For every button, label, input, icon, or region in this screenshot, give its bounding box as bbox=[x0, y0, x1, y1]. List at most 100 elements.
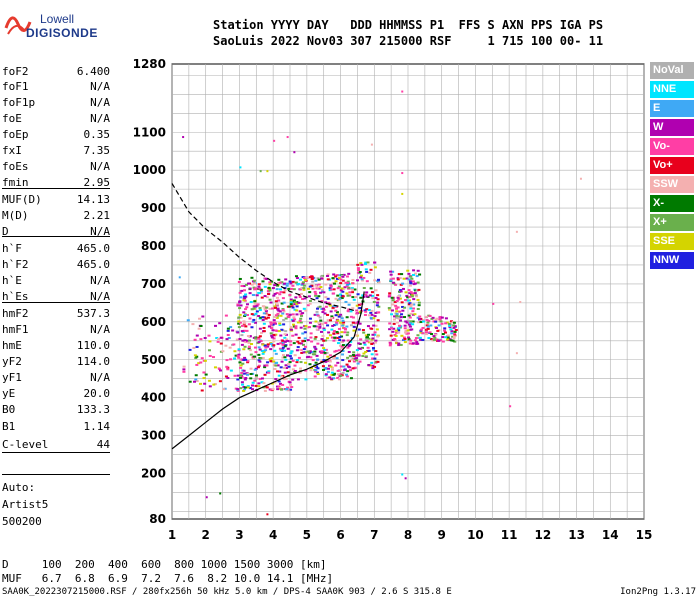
echo-point bbox=[236, 388, 240, 391]
echo-point bbox=[414, 337, 418, 340]
echo-point bbox=[253, 346, 257, 349]
echo-point bbox=[243, 313, 247, 316]
echo-point bbox=[238, 313, 242, 316]
echo-point bbox=[262, 351, 266, 354]
echo-point bbox=[289, 383, 293, 386]
echo-point bbox=[334, 275, 338, 278]
echo-point bbox=[450, 332, 454, 335]
echo-point bbox=[393, 338, 397, 341]
echo-point bbox=[375, 304, 379, 307]
echo-point bbox=[276, 342, 280, 345]
echo-point bbox=[367, 364, 371, 367]
echo-point bbox=[351, 291, 355, 294]
echo-point bbox=[288, 293, 292, 296]
echo-point bbox=[297, 336, 301, 339]
param-value: N/A bbox=[90, 371, 110, 384]
echo-point bbox=[303, 340, 307, 343]
echo-point bbox=[239, 166, 242, 169]
echo-point bbox=[266, 316, 270, 319]
echo-point bbox=[267, 371, 271, 374]
echo-point bbox=[286, 354, 290, 357]
echo-point bbox=[347, 272, 351, 275]
echo-point bbox=[318, 326, 322, 329]
echo-point bbox=[346, 339, 350, 342]
echo-point bbox=[265, 296, 269, 299]
x-tick-label: 13 bbox=[568, 528, 585, 542]
echo-point bbox=[254, 376, 258, 379]
echo-point bbox=[200, 357, 204, 360]
echo-point bbox=[200, 389, 204, 392]
echo-point bbox=[372, 300, 376, 303]
echo-point bbox=[278, 324, 282, 327]
echo-point bbox=[345, 375, 349, 378]
echo-point bbox=[430, 317, 434, 320]
muf-row: MUF 6.7 6.8 6.9 7.2 7.6 8.2 10.0 14.1 [M… bbox=[2, 572, 334, 585]
echo-point bbox=[345, 363, 349, 366]
echo-point bbox=[315, 354, 319, 357]
echo-point bbox=[315, 371, 319, 374]
echo-point bbox=[374, 296, 378, 299]
echo-point bbox=[269, 388, 273, 391]
echo-point bbox=[242, 285, 246, 288]
echo-point bbox=[283, 371, 287, 374]
echo-point bbox=[358, 307, 362, 310]
echo-point bbox=[263, 389, 267, 392]
echo-point bbox=[418, 315, 422, 318]
echo-point bbox=[261, 343, 265, 346]
echo-point bbox=[416, 334, 420, 337]
echo-point bbox=[239, 296, 243, 299]
echo-point bbox=[334, 323, 338, 326]
echo-point bbox=[446, 336, 450, 339]
echo-point bbox=[446, 334, 450, 337]
echo-point bbox=[388, 322, 392, 325]
echo-point bbox=[292, 316, 296, 319]
echo-point bbox=[326, 275, 330, 278]
echo-point bbox=[363, 313, 367, 316]
echo-point bbox=[245, 329, 249, 332]
echo-point bbox=[318, 325, 322, 328]
echo-point bbox=[281, 308, 285, 311]
echo-point bbox=[226, 334, 230, 337]
echo-point bbox=[346, 280, 350, 283]
echo-point bbox=[207, 379, 211, 382]
param-name: foEs bbox=[2, 160, 29, 173]
echo-point bbox=[415, 341, 419, 344]
echo-point bbox=[321, 307, 325, 310]
echo-point bbox=[319, 286, 323, 289]
echo-point bbox=[397, 295, 401, 298]
echo-point bbox=[441, 333, 445, 336]
echo-point bbox=[269, 327, 273, 330]
echo-point bbox=[515, 352, 518, 355]
echo-point bbox=[295, 305, 299, 308]
echo-point bbox=[309, 336, 313, 339]
echo-point bbox=[412, 307, 416, 310]
echo-point bbox=[336, 376, 340, 379]
echo-point bbox=[329, 310, 333, 313]
echo-point bbox=[417, 301, 421, 304]
echo-point bbox=[281, 309, 285, 312]
echo-point bbox=[237, 316, 241, 319]
echo-point bbox=[248, 339, 252, 342]
echo-point bbox=[302, 284, 306, 287]
echo-point bbox=[270, 382, 274, 385]
echo-point bbox=[390, 309, 394, 312]
echo-point bbox=[306, 287, 310, 290]
echo-point bbox=[310, 277, 314, 280]
echo-point bbox=[304, 351, 308, 354]
echo-point bbox=[249, 353, 253, 356]
echo-point bbox=[374, 360, 378, 363]
echo-point bbox=[296, 340, 300, 343]
echo-point bbox=[278, 293, 282, 296]
legend-item: Vo- bbox=[650, 138, 694, 155]
echo-point bbox=[291, 319, 295, 322]
echo-point bbox=[421, 326, 425, 329]
echo-point bbox=[293, 301, 297, 304]
echo-point bbox=[263, 295, 267, 298]
echo-point bbox=[259, 357, 263, 360]
profile-curve bbox=[171, 291, 365, 450]
echo-point bbox=[322, 291, 326, 294]
echo-point bbox=[267, 293, 271, 296]
echo-point bbox=[453, 332, 457, 335]
echo-point bbox=[370, 342, 374, 345]
